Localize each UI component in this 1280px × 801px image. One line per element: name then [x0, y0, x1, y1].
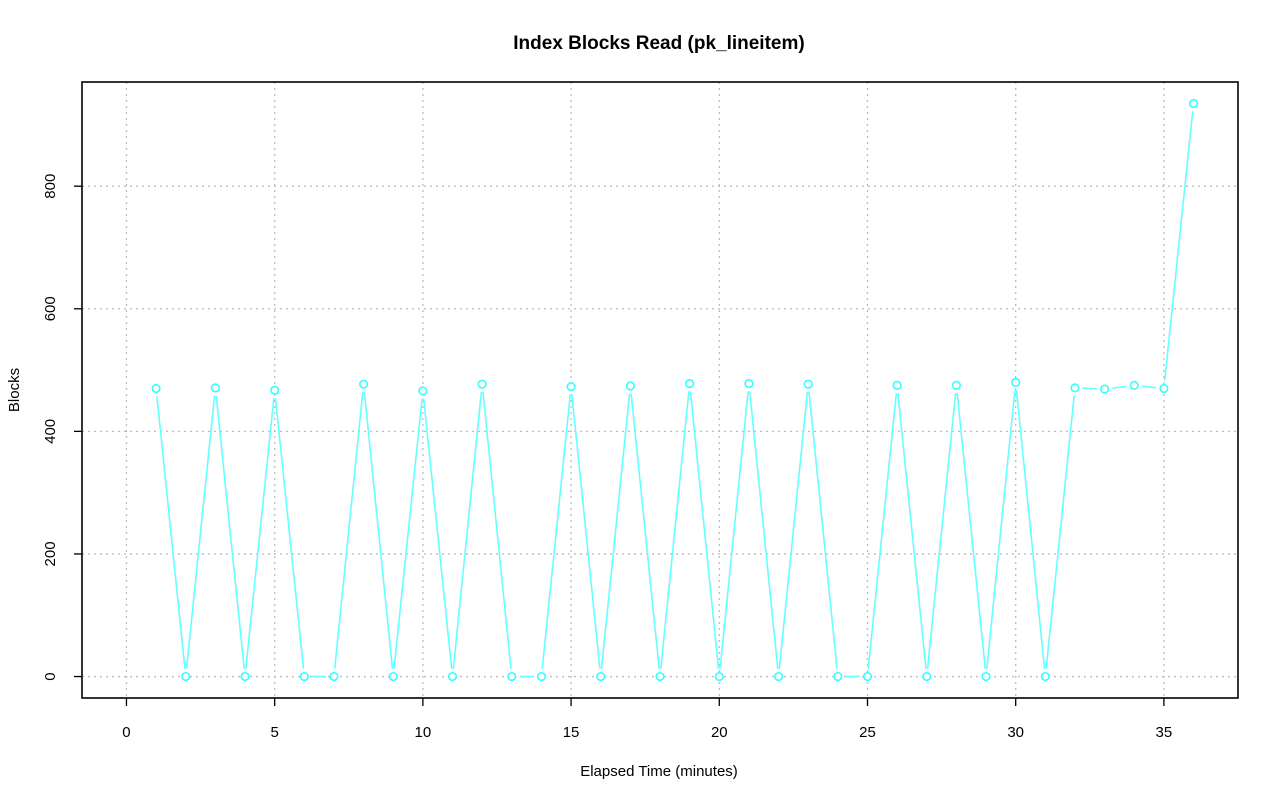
data-point	[329, 671, 339, 682]
x-tick-label: 35	[1156, 724, 1173, 741]
data-point	[1159, 383, 1169, 394]
data-point	[151, 383, 161, 394]
data-point	[536, 671, 547, 682]
data-point	[655, 671, 665, 682]
data-point	[862, 671, 873, 682]
series-line-segment	[156, 396, 186, 669]
y-tick-label: 0	[42, 672, 59, 680]
data-point	[299, 671, 309, 682]
data-point	[1129, 380, 1139, 391]
data-point	[596, 671, 606, 682]
data-point	[922, 671, 932, 682]
series-line-segment	[393, 398, 423, 669]
data-point	[714, 671, 724, 682]
data-point	[388, 671, 398, 682]
data-point	[892, 380, 902, 391]
series-line-segment	[482, 391, 512, 669]
series-line-segment	[986, 390, 1016, 669]
data-point	[685, 378, 695, 389]
x-tick-label: 5	[270, 724, 278, 741]
data-point	[418, 386, 428, 396]
series-line-segment	[1045, 395, 1075, 669]
data-point	[803, 379, 813, 389]
series-line-segment	[659, 391, 690, 669]
chart-title: Index Blocks Read (pk_lineitem)	[513, 33, 804, 54]
x-tick-label: 10	[415, 724, 432, 741]
series-line-segment	[956, 393, 987, 669]
x-tick-label: 20	[711, 724, 728, 741]
x-tick-label: 30	[1007, 724, 1024, 741]
y-tick-label: 800	[42, 174, 59, 199]
data-point	[270, 385, 280, 395]
y-tick-label: 200	[42, 541, 59, 566]
data-point	[447, 671, 458, 682]
series-line-segment	[600, 393, 631, 669]
x-axis: 0 5 10 15 20 25 30 35	[122, 698, 1172, 741]
data-point	[625, 381, 635, 391]
data-point	[507, 671, 517, 682]
series-line-segment	[1112, 385, 1127, 389]
series-line-segment	[452, 391, 483, 669]
series-line-segment	[748, 391, 779, 669]
plot-frame	[81, 81, 1239, 699]
y-axis: 0 200 400 600 800	[42, 174, 82, 681]
series-line-segment	[689, 391, 720, 669]
grid	[82, 82, 1238, 698]
data-point	[1188, 98, 1199, 109]
series-line-segment	[867, 393, 898, 669]
data-point	[1011, 377, 1021, 387]
data-point	[773, 671, 784, 682]
series-line-segment	[215, 395, 246, 669]
series-line-segment	[541, 394, 572, 669]
series-line-segment	[778, 391, 809, 669]
series-line-segment	[1082, 387, 1097, 390]
series-line-segment	[245, 397, 275, 669]
data-point	[744, 378, 754, 389]
data-point	[833, 671, 843, 682]
x-tick-label: 25	[859, 724, 876, 741]
data-point	[1100, 384, 1110, 394]
series-line-segment	[630, 393, 661, 669]
y-tick-label: 400	[42, 419, 59, 444]
series-line-segment	[185, 395, 216, 669]
series-line-segment	[1163, 111, 1194, 381]
data-point	[1070, 383, 1080, 393]
series-line-segment	[926, 393, 957, 669]
x-tick-label: 0	[122, 724, 130, 741]
data-point	[210, 383, 220, 393]
series-line-segment	[897, 393, 927, 669]
data-point	[566, 382, 576, 392]
series-line-segment	[333, 391, 364, 669]
data-point	[477, 379, 487, 389]
x-tick-label: 15	[563, 724, 580, 741]
data-point	[358, 379, 369, 389]
series-line-segment	[808, 391, 838, 669]
series-line-segment	[1141, 385, 1157, 389]
data-point	[981, 671, 991, 682]
x-axis-label: Elapsed Time (minutes)	[580, 763, 738, 780]
data-point	[240, 671, 250, 682]
data-point	[1040, 671, 1050, 682]
series-line-segment	[571, 394, 601, 669]
series-line-segment	[363, 391, 394, 669]
series-line-segment	[274, 397, 305, 669]
y-tick-label: 600	[42, 296, 59, 321]
y-axis-label: Blocks	[6, 368, 23, 412]
series-line-segment	[1015, 390, 1046, 669]
data-point	[951, 380, 962, 391]
series-line-segment	[422, 398, 453, 669]
series-line-segment	[719, 391, 749, 669]
data-point	[181, 671, 191, 682]
series-layer	[151, 98, 1199, 682]
